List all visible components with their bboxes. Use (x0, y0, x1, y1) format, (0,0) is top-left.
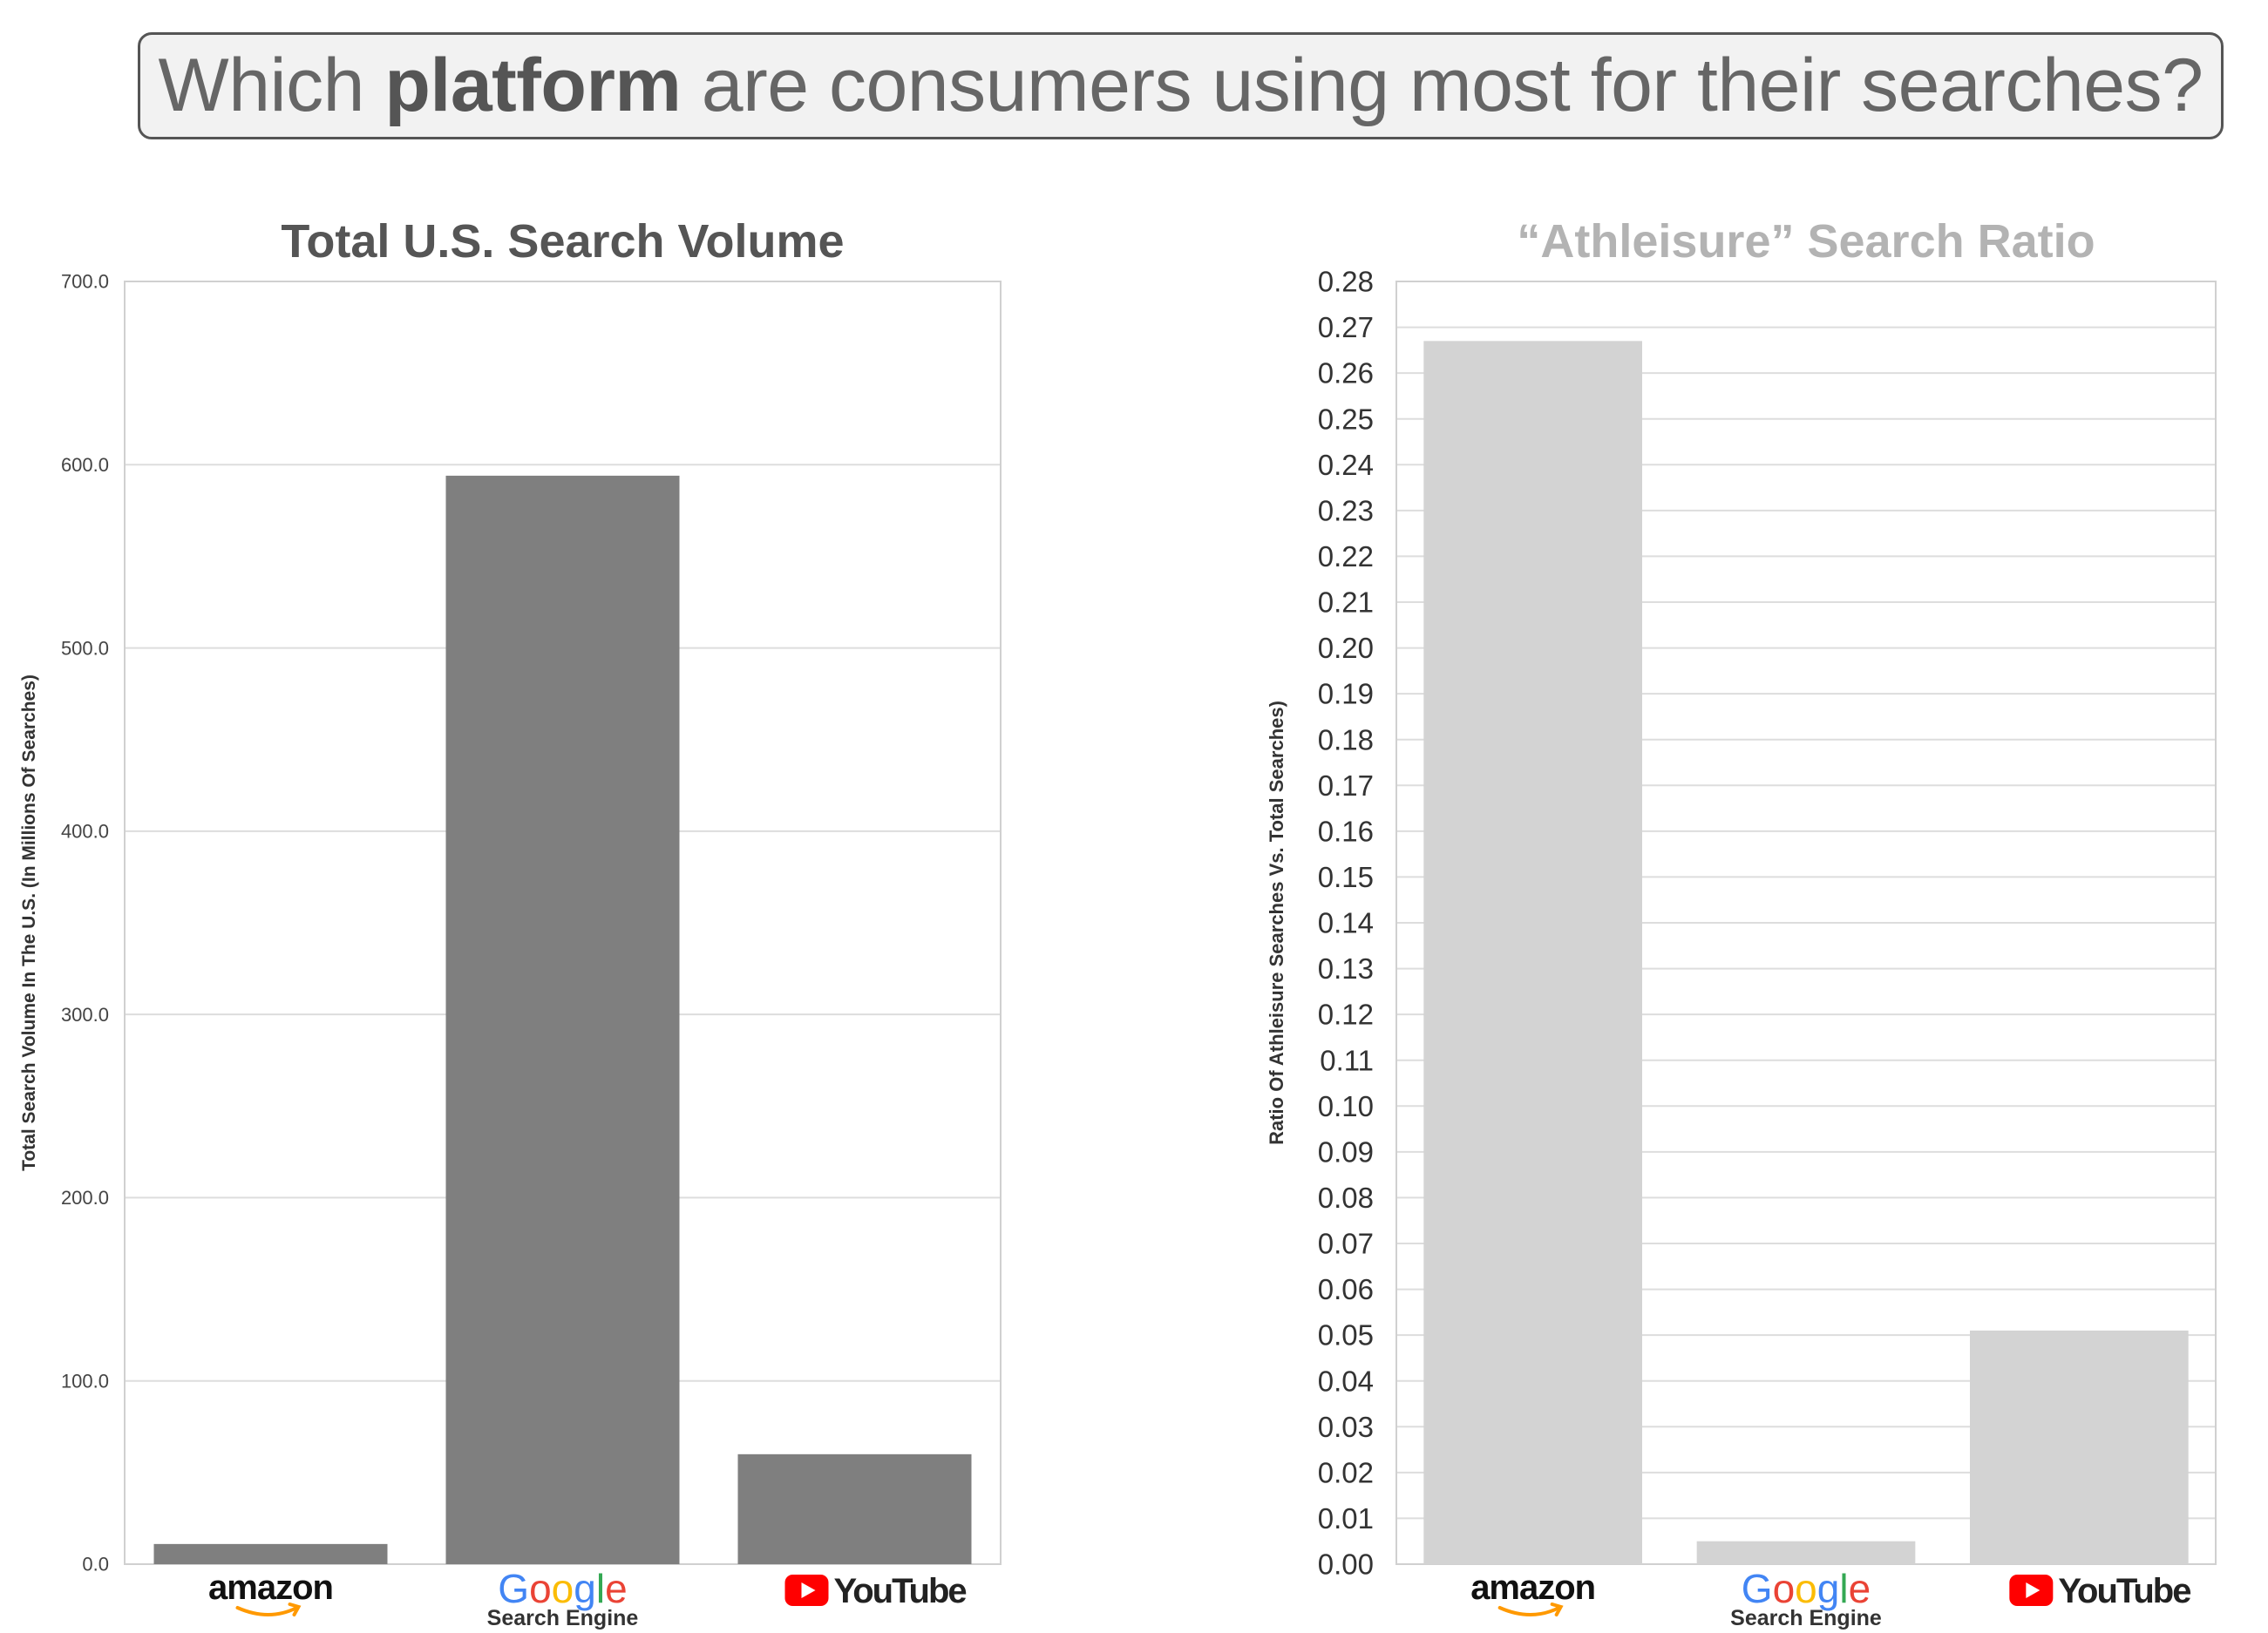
y-tick-label: 0.20 (1318, 632, 1374, 664)
chart-1: Total U.S. Search Volume 0.0 100.0 200.0 300… (19, 215, 1002, 1630)
y-tick-label: 0.11 (1320, 1044, 1374, 1076)
y-tick-label: 0.08 (1318, 1182, 1374, 1214)
y-tick-label: 0.13 (1318, 952, 1374, 985)
amazon-logo-text: amazon (1470, 1569, 1595, 1607)
bar-amazon (153, 1543, 388, 1564)
y-tick-label: 0.02 (1318, 1456, 1374, 1488)
headline-bold: platform (384, 44, 682, 127)
y-tick-label: 500.0 (61, 637, 109, 659)
amazon-logo-icon: amazon (1470, 1569, 1596, 1616)
bar-google (1696, 1541, 1916, 1564)
chart-title: Total U.S. Search Volume (281, 215, 844, 268)
y-tick-label: 0.09 (1318, 1135, 1374, 1168)
y-tick-label: 0.04 (1318, 1365, 1374, 1397)
y-axis-label: Ratio Of Athleisure Searches Vs. Total S… (1266, 701, 1287, 1145)
y-tick-label: 0.17 (1318, 769, 1374, 802)
google-logo-icon: Google (498, 1566, 627, 1611)
y-tick-label: 0.28 (1318, 266, 1374, 298)
y-tick-label: 600.0 (61, 454, 109, 476)
y-tick-label: 0.14 (1318, 907, 1374, 939)
youtube-logo-icon: YouTube (784, 1572, 968, 1610)
y-tick-label: 0.16 (1318, 815, 1374, 847)
y-tick-label: 0.05 (1318, 1319, 1374, 1352)
bar-google (445, 475, 680, 1564)
youtube-logo-text: YouTube (834, 1572, 967, 1610)
y-tick-label: 0.25 (1318, 403, 1374, 435)
amazon-smile-icon (235, 1606, 299, 1616)
y-tick-label: 0.24 (1318, 449, 1374, 481)
y-tick-label: 400.0 (61, 821, 109, 843)
y-tick-label: 200.0 (61, 1187, 109, 1209)
y-tick-label: 0.23 (1318, 494, 1374, 526)
bar-youtube (737, 1453, 972, 1564)
headline-banner: Which platform are consumers using most … (138, 32, 2224, 139)
amazon-logo-icon: amazon (208, 1569, 334, 1616)
y-tick-label: 100.0 (61, 1370, 109, 1392)
y-tick-label: 700.0 (61, 271, 109, 293)
y-tick-label: 300.0 (61, 1004, 109, 1026)
bar-youtube (1970, 1330, 2189, 1564)
x-axis-label: Search Engine (1730, 1606, 1882, 1630)
google-logo-text: Google (498, 1566, 627, 1611)
y-tick-label: 0.22 (1318, 540, 1374, 573)
y-tick-label: 0.06 (1318, 1273, 1374, 1305)
y-tick-label: 0.01 (1318, 1502, 1374, 1535)
amazon-logo-text: amazon (208, 1569, 333, 1607)
headline-part2: are consumers using most for their searc… (681, 44, 2203, 127)
google-logo-text: Google (1742, 1566, 1871, 1611)
y-tick-label: 0.00 (1318, 1548, 1374, 1581)
headline-part1: Which (158, 44, 385, 127)
y-tick-label: 0.0 (82, 1554, 109, 1575)
y-tick-label: 0.03 (1318, 1411, 1374, 1443)
y-tick-label: 0.19 (1318, 678, 1374, 710)
google-logo-icon: Google (1742, 1566, 1871, 1611)
play-triangle-icon (2026, 1582, 2041, 1598)
youtube-logo-text: YouTube (2058, 1572, 2190, 1610)
bar-amazon (1423, 341, 1642, 1564)
y-tick-label: 0.07 (1318, 1228, 1374, 1260)
y-tick-label: 0.26 (1318, 357, 1374, 390)
y-tick-label: 0.21 (1318, 586, 1374, 619)
amazon-arrow-icon (288, 1603, 302, 1616)
y-tick-label: 0.15 (1318, 861, 1374, 893)
x-axis-label: Search Engine (487, 1606, 639, 1630)
y-tick-label: 0.27 (1318, 311, 1374, 343)
y-tick-label: 0.10 (1318, 1090, 1374, 1122)
amazon-smile-icon (1497, 1606, 1561, 1616)
y-tick-label: 0.12 (1318, 999, 1374, 1031)
y-tick-label: 0.18 (1318, 723, 1374, 756)
chart-title: “Athleisure” Search Ratio (1517, 215, 2095, 268)
amazon-arrow-icon (1550, 1603, 1564, 1616)
play-triangle-icon (801, 1582, 816, 1598)
youtube-logo-icon: YouTube (2009, 1572, 2192, 1610)
y-axis-label: Total Search Volume In The U.S. (In Mill… (19, 674, 39, 1171)
chart-2: “Athleisure” Search Ratio 0.00 0.01 0.02 0.0… (1266, 215, 2217, 1630)
